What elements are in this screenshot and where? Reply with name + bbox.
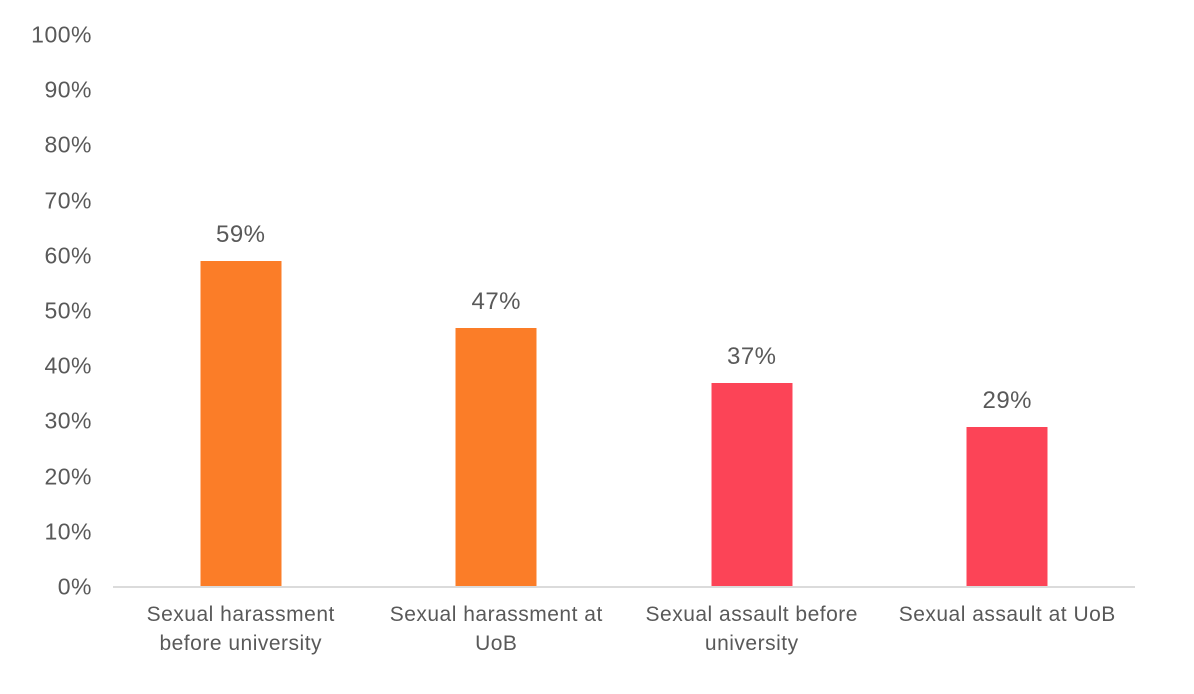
- bar-value-label: 29%: [982, 386, 1033, 414]
- y-tick-label: 100%: [31, 21, 92, 48]
- bar: [200, 261, 282, 587]
- y-tick-label: 40%: [44, 352, 92, 379]
- bar: [711, 382, 793, 587]
- x-axis-labels: Sexual harassment before university Sexua…: [113, 600, 1135, 659]
- bar-value-label: 59%: [215, 221, 266, 249]
- y-tick-label: 0%: [57, 573, 92, 600]
- y-tick-label: 50%: [44, 297, 92, 324]
- x-axis-line: [113, 586, 1135, 588]
- x-category-label: Sexual harassment before university: [146, 603, 335, 656]
- x-category-label: Sexual assault before university: [645, 603, 858, 656]
- x-category-label: Sexual assault at UoB: [898, 603, 1116, 626]
- y-tick-label: 20%: [44, 463, 92, 490]
- y-tick-label: 60%: [44, 242, 92, 269]
- y-tick-label: 80%: [44, 131, 92, 158]
- bar-column: 59%: [113, 35, 369, 587]
- bar-value-label: 37%: [726, 342, 777, 370]
- x-category-label: Sexual harassment at UoB: [389, 603, 603, 656]
- bar-column: 29%: [880, 35, 1136, 587]
- bar: [966, 426, 1048, 587]
- y-tick-label: 30%: [44, 407, 92, 434]
- y-tick-label: 10%: [44, 518, 92, 545]
- bar-value-label: 47%: [471, 287, 522, 315]
- bar-column: 47%: [369, 35, 625, 587]
- y-axis: 0% 10% 20% 30% 40% 50% 60% 70% 80% 90% 100%: [0, 0, 92, 694]
- y-tick-label: 70%: [44, 187, 92, 214]
- bar-column: 37%: [624, 35, 880, 587]
- plot-area: 59% 47% 37% 29%: [113, 35, 1135, 587]
- y-tick-label: 90%: [44, 76, 92, 103]
- bar: [455, 327, 537, 587]
